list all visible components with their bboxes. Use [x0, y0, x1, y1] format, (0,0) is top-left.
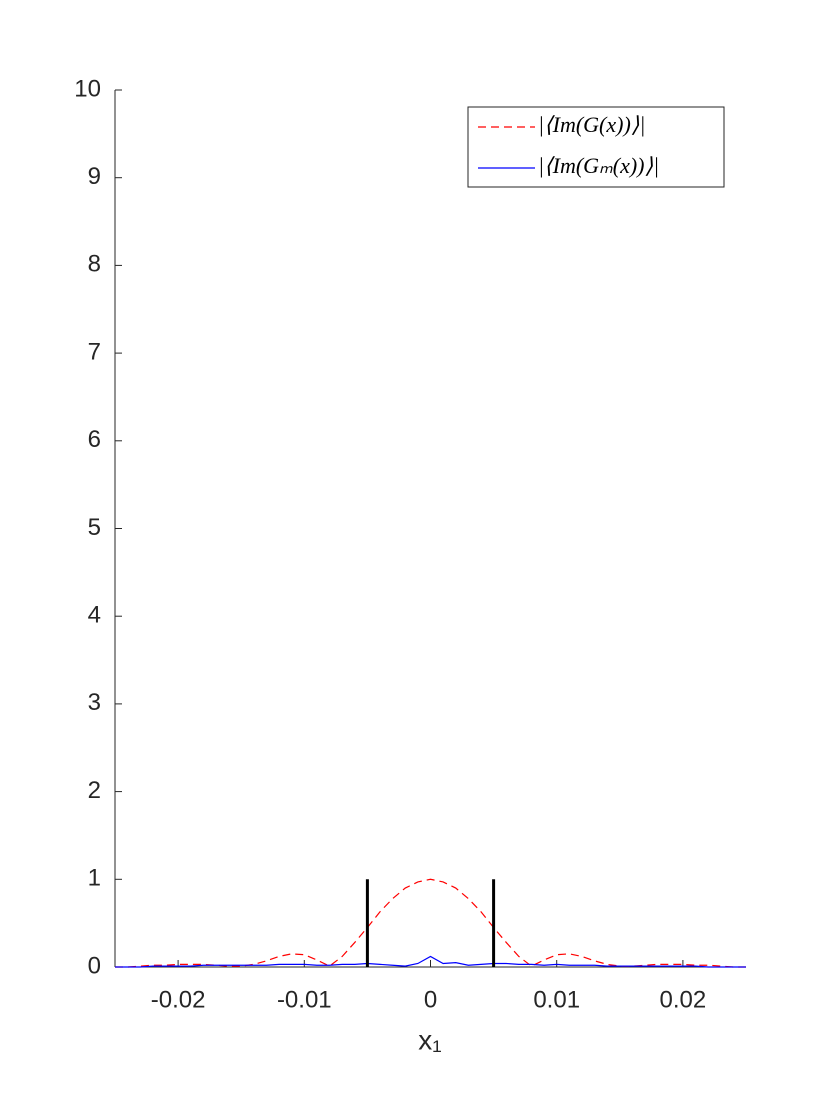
y-tick-label: 8 — [88, 251, 101, 278]
x-tick-label: 0 — [424, 986, 437, 1013]
legend-label: |⟨Im(G(x))⟩| — [538, 112, 645, 137]
data-line — [115, 955, 746, 968]
y-tick-label: 5 — [88, 514, 101, 541]
legend-label: |⟨Im(Gₘ(x))⟩| — [538, 153, 659, 178]
y-tick-label: 9 — [88, 163, 101, 190]
x-tick-label: -0.01 — [277, 986, 332, 1013]
legend: |⟨Im(G(x))⟩| |⟨Im(Gₘ(x))⟩| — [467, 106, 725, 188]
x-tick-label: 0.01 — [533, 986, 580, 1013]
y-tick-label: 10 — [74, 75, 101, 102]
y-tick-label: 3 — [88, 689, 101, 716]
y-tick-label: 2 — [88, 777, 101, 804]
legend-box — [467, 106, 725, 188]
x-tick-label: -0.02 — [151, 986, 206, 1013]
y-tick-label: 4 — [88, 602, 101, 629]
y-tick-label: 1 — [88, 865, 101, 892]
y-tick-label: 6 — [88, 426, 101, 453]
y-tick-label: 7 — [88, 338, 101, 365]
y-tick-label: 0 — [88, 952, 101, 979]
x-tick-label: 0.02 — [660, 986, 707, 1013]
x-axis-label: x₁ — [418, 1024, 441, 1055]
